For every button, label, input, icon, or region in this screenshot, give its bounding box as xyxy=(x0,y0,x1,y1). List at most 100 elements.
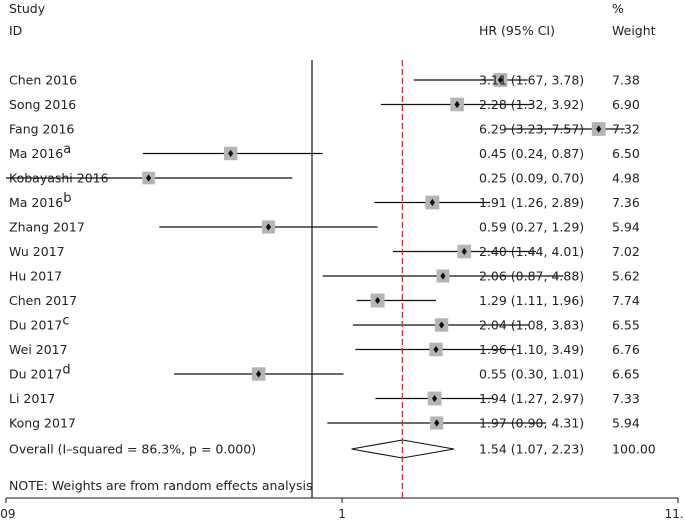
weight-text: 5.94 xyxy=(612,416,640,431)
study-label: Du 2017c xyxy=(9,314,70,333)
study-label: Wei 2017 xyxy=(9,342,68,357)
point-estimate xyxy=(145,174,152,182)
point-estimate xyxy=(440,272,446,280)
study-name: Chen 2017 xyxy=(9,293,77,308)
ci-text: 1.29 (1.11, 1.96) xyxy=(479,293,584,308)
weight-text: 7.33 xyxy=(612,391,640,406)
point-estimate xyxy=(461,247,467,256)
ci-text: 1.97 (0.90, 4.31) xyxy=(479,416,584,431)
study-label: Li 2017 xyxy=(9,391,55,406)
weight-text: 7.38 xyxy=(612,73,640,88)
ci-text: 6.29 (3.23, 7.57) xyxy=(479,122,584,137)
study-row: Ma 2016b 1.91 (1.26, 2.89) 7.36 xyxy=(9,191,640,210)
point-estimate xyxy=(433,345,439,354)
weights-note: NOTE: Weights are from random effects an… xyxy=(9,478,313,493)
ci-text: 1.94 (1.27, 2.97) xyxy=(479,391,584,406)
header-weight: Weight xyxy=(612,23,656,38)
ci-text: 0.59 (0.27, 1.29) xyxy=(479,220,584,235)
header-id: ID xyxy=(9,23,22,38)
study-row: Zhang 2017 0.59 (0.27, 1.29) 5.94 xyxy=(9,220,640,235)
study-superscript: c xyxy=(62,314,69,329)
header-effect: HR (95% CI) xyxy=(479,23,555,38)
point-estimate xyxy=(431,394,438,403)
study-name: Du 2017 xyxy=(9,367,62,382)
ci-text: 2.06 (0.87, 4.88) xyxy=(479,269,584,284)
study-label: Wu 2017 xyxy=(9,244,65,259)
ci-text: 0.25 (0.09, 0.70) xyxy=(479,171,584,186)
study-name: Fang 2016 xyxy=(9,122,74,137)
study-label: Du 2017d xyxy=(9,363,71,382)
study-label: Zhang 2017 xyxy=(9,220,85,235)
x-tick-label: 1 xyxy=(338,507,346,521)
study-label: Chen 2016 xyxy=(9,73,77,88)
overall-ci-text: 1.54 (1.07, 2.23) xyxy=(479,442,584,457)
study-name: Hu 2017 xyxy=(9,269,62,284)
x-tick-label: 11.1 xyxy=(665,507,685,521)
study-row: Du 2017d 0.55 (0.30, 1.01) 6.65 xyxy=(9,363,640,382)
study-row: Wei 2017 1.96 (1.10, 3.49) 6.76 xyxy=(9,342,640,357)
study-label: Ma 2016b xyxy=(9,191,72,210)
ci-text: 0.45 (0.24, 0.87) xyxy=(479,146,584,161)
study-label: Song 2016 xyxy=(9,97,76,112)
weight-text: 6.90 xyxy=(612,97,640,112)
study-name: Li 2017 xyxy=(9,391,55,406)
point-estimate xyxy=(256,370,262,378)
point-estimate xyxy=(497,76,504,84)
study-row: Fang 2016 6.29 (3.23, 7.57) 7.32 xyxy=(9,122,640,137)
weight-text: 7.32 xyxy=(612,122,640,137)
point-estimate xyxy=(375,296,381,305)
ci-text: 2.28 (1.32, 3.92) xyxy=(479,97,584,112)
x-tick-label: .09 xyxy=(0,507,16,521)
header-study: Study xyxy=(9,1,46,16)
header: Study ID HR (95% CI) % Weight xyxy=(9,1,656,38)
overall-weight-text: 100.00 xyxy=(612,442,656,457)
study-label: Hu 2017 xyxy=(9,269,62,284)
point-estimate xyxy=(454,100,460,109)
study-row: Kobayashi 2016 0.25 (0.09, 0.70) 4.98 xyxy=(6,171,640,186)
ci-text: 2.04 (1.08, 3.83) xyxy=(479,318,584,333)
ci-text: 1.91 (1.26, 2.89) xyxy=(479,195,584,210)
study-label: Fang 2016 xyxy=(9,122,74,137)
study-row: Song 2016 2.28 (1.32, 3.92) 6.90 xyxy=(9,97,640,112)
point-estimate xyxy=(265,223,272,231)
weight-text: 6.76 xyxy=(612,342,640,357)
study-name: Wei 2017 xyxy=(9,342,68,357)
ci-text: 1.96 (1.10, 3.49) xyxy=(479,342,584,357)
study-row: Wu 2017 2.40 (1.44, 4.01) 7.02 xyxy=(9,244,640,259)
point-estimate xyxy=(438,321,445,329)
weight-text: 5.62 xyxy=(612,269,640,284)
ci-text: 0.55 (0.30, 1.01) xyxy=(479,367,584,382)
point-estimate xyxy=(228,149,234,158)
weight-text: 4.98 xyxy=(612,171,640,186)
x-axis-ticks: .09 1 11.1 xyxy=(0,498,685,521)
study-superscript: d xyxy=(62,363,70,378)
point-estimate xyxy=(429,198,435,207)
study-label: Kong 2017 xyxy=(9,416,76,431)
study-name: Ma 2016 xyxy=(9,146,63,161)
study-row: Chen 2017 1.29 (1.11, 1.96) 7.74 xyxy=(9,293,640,308)
weight-text: 7.74 xyxy=(612,293,640,308)
weight-text: 7.36 xyxy=(612,195,640,210)
study-label: Chen 2017 xyxy=(9,293,77,308)
study-label: Ma 2016a xyxy=(9,142,71,161)
study-name: Zhang 2017 xyxy=(9,220,85,235)
weight-text: 6.55 xyxy=(612,318,640,333)
study-name: Chen 2016 xyxy=(9,73,77,88)
overall-label: Overall (I–squared = 86.3%, p = 0.000) xyxy=(9,442,256,457)
ci-text: 2.40 (1.44, 4.01) xyxy=(479,244,584,259)
study-row: Li 2017 1.94 (1.27, 2.97) 7.33 xyxy=(9,391,640,406)
ci-text: 3.11 (1.67, 3.78) xyxy=(479,73,584,88)
study-superscript: a xyxy=(63,142,71,157)
study-row: Chen 2016 3.11 (1.67, 3.78) 7.38 xyxy=(9,73,640,88)
weight-text: 6.65 xyxy=(612,367,640,382)
study-name: Du 2017 xyxy=(9,318,62,333)
point-estimate xyxy=(434,419,440,427)
study-row: Du 2017c 2.04 (1.08, 3.83) 6.55 xyxy=(9,314,640,333)
study-name: Wu 2017 xyxy=(9,244,65,259)
weight-text: 6.50 xyxy=(612,146,640,161)
study-rows: Chen 2016 3.11 (1.67, 3.78) 7.38 Song 2016 2… xyxy=(6,73,640,431)
study-row: Hu 2017 2.06 (0.87, 4.88) 5.62 xyxy=(9,269,640,284)
study-superscript: b xyxy=(63,191,71,206)
study-row: Ma 2016a 0.45 (0.24, 0.87) 6.50 xyxy=(9,142,640,161)
